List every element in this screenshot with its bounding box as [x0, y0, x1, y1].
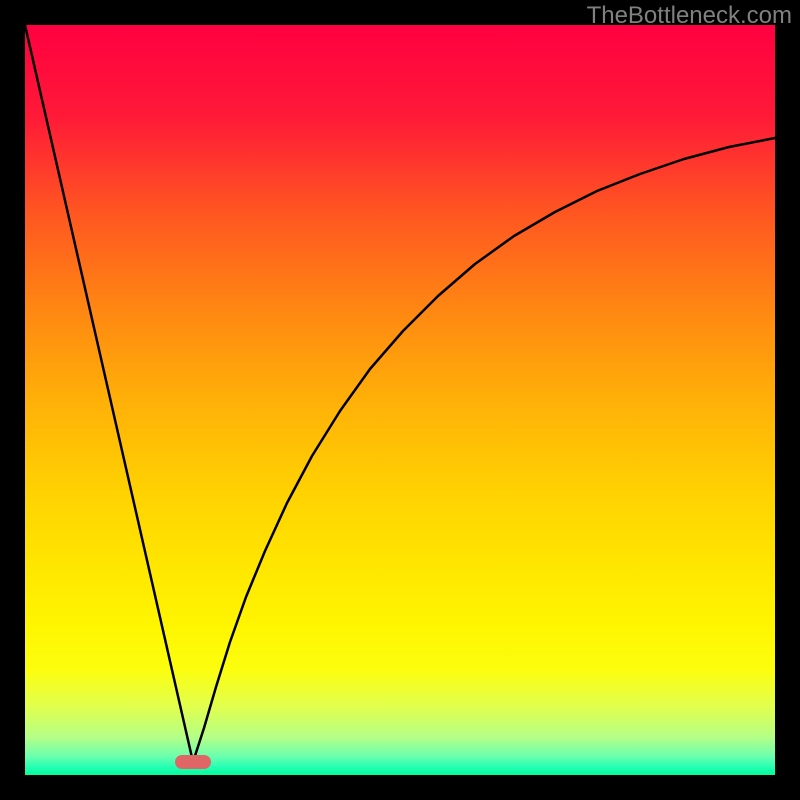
watermark-text: TheBottleneck.com [587, 2, 792, 30]
chart-background [25, 25, 775, 775]
chart-container: { "watermark": { "text": "TheBottleneck.… [0, 0, 800, 800]
bottleneck-chart [0, 0, 800, 800]
optimum-marker [175, 755, 211, 769]
